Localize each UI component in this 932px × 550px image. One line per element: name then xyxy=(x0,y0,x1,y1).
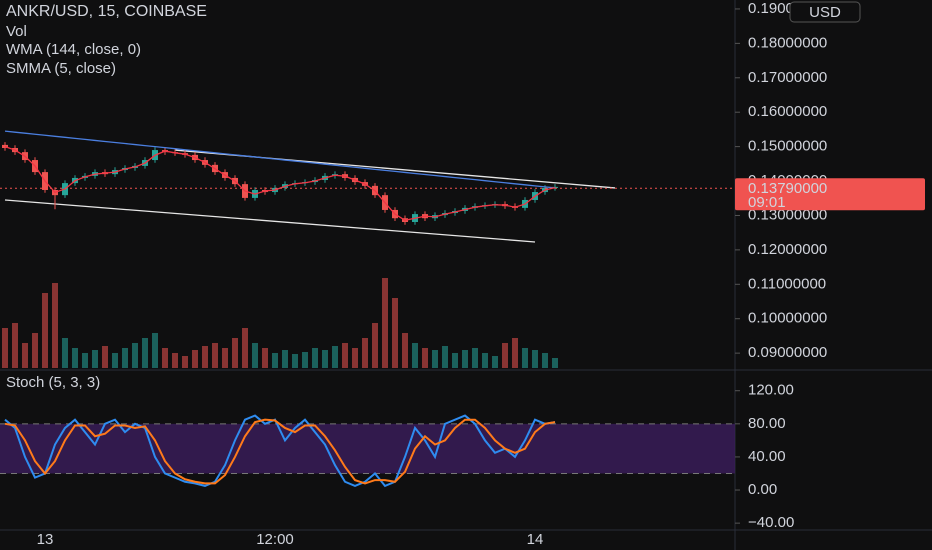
chart-title: ANKR/USD, 15, COINBASE xyxy=(6,3,207,20)
volume-bar xyxy=(342,343,348,368)
volume-bar xyxy=(402,333,408,368)
volume-bar xyxy=(252,343,258,368)
volume-bar xyxy=(542,353,548,368)
y-tick-label: 0.17000000 xyxy=(748,69,827,86)
volume-bar xyxy=(242,328,248,368)
volume-bar xyxy=(432,350,438,368)
y-tick-label: 0.10000000 xyxy=(748,310,827,327)
volume-legend: Vol xyxy=(6,23,27,40)
y-tick-label: 120.00 xyxy=(748,382,794,399)
x-tick-label: 12:00 xyxy=(256,531,294,548)
band-fill xyxy=(0,423,735,474)
line-series xyxy=(4,414,556,488)
volume-bar xyxy=(202,346,208,368)
y-tick-label: 80.00 xyxy=(748,415,786,432)
volume-bar xyxy=(232,338,238,368)
volume-bar xyxy=(332,346,338,368)
volume-bar xyxy=(352,348,358,368)
volume-bar xyxy=(192,350,198,368)
volume-bar xyxy=(392,298,398,368)
volume-bar xyxy=(522,348,528,368)
volume-bar xyxy=(492,356,498,368)
y-tick-label: 0.00 xyxy=(748,481,777,498)
volume-bar xyxy=(12,323,18,368)
price-label: 0.13790000 xyxy=(748,180,827,197)
volume-bar xyxy=(212,343,218,368)
line-series xyxy=(4,130,556,189)
volume-bar xyxy=(62,338,68,368)
y-tick-label: 0.15000000 xyxy=(748,138,827,155)
legend-entry: WMA (144, close, 0) xyxy=(6,41,141,58)
y-tick-label: 0.16000000 xyxy=(748,103,827,120)
x-tick-label: 14 xyxy=(527,531,544,548)
volume-bar xyxy=(92,350,98,368)
volume-bar xyxy=(502,343,508,368)
volume-bar xyxy=(382,278,388,368)
y-tick-label: 0.12000000 xyxy=(748,241,827,258)
y-tick-label: 0.11000000 xyxy=(748,275,826,292)
candle-body xyxy=(2,144,8,148)
volume-bar xyxy=(452,353,458,368)
volume-bar xyxy=(32,333,38,368)
volume-bar xyxy=(482,353,488,368)
volume-bar xyxy=(142,338,148,368)
y-tick-label: 0.18000000 xyxy=(748,34,827,51)
volume-bar xyxy=(262,348,268,368)
volume-bar xyxy=(412,343,418,368)
volume-bar xyxy=(272,353,278,368)
volume-bar xyxy=(42,293,48,368)
volume-bar xyxy=(372,323,378,368)
volume-bar xyxy=(22,343,28,368)
volume-bar xyxy=(82,353,88,368)
y-tick-label: −40.00 xyxy=(748,514,794,531)
trend-line xyxy=(4,199,536,243)
volume-bar xyxy=(172,353,178,368)
volume-bar xyxy=(302,352,308,368)
y-tick-label: 0.09000000 xyxy=(748,344,827,361)
volume-bar xyxy=(462,350,468,368)
volume-bar xyxy=(512,338,518,368)
y-tick-label: 40.00 xyxy=(748,448,786,465)
volume-bar xyxy=(112,353,118,368)
volume-bar xyxy=(182,356,188,368)
volume-bar xyxy=(532,350,538,368)
y-tick-label: 0.13000000 xyxy=(748,206,827,223)
volume-bar xyxy=(162,348,168,368)
volume-bar xyxy=(72,348,78,368)
x-tick-label: 13 xyxy=(37,531,54,548)
volume-bar xyxy=(292,354,298,368)
countdown: 09:01 xyxy=(748,194,786,211)
volume-bar xyxy=(322,350,328,368)
currency-box[interactable] xyxy=(789,1,861,23)
volume-bar xyxy=(132,343,138,368)
volume-bar xyxy=(422,348,428,368)
legend-entry: SMMA (5, close) xyxy=(6,60,116,77)
volume-bar xyxy=(472,348,478,368)
volume-bar xyxy=(122,348,128,368)
volume-bar xyxy=(552,358,558,368)
volume-bar xyxy=(362,338,368,368)
stoch-title: Stoch (5, 3, 3) xyxy=(6,374,100,391)
currency: USD xyxy=(809,4,841,21)
volume-bar xyxy=(152,333,158,368)
line-series xyxy=(4,418,556,485)
volume-bar xyxy=(2,328,8,368)
price-label-box xyxy=(735,178,925,211)
volume-bar xyxy=(222,348,228,368)
volume-bar xyxy=(442,346,448,368)
volume-bar xyxy=(52,283,58,368)
volume-bar xyxy=(312,348,318,368)
volume-bar xyxy=(102,346,108,368)
volume-bar xyxy=(282,350,288,368)
